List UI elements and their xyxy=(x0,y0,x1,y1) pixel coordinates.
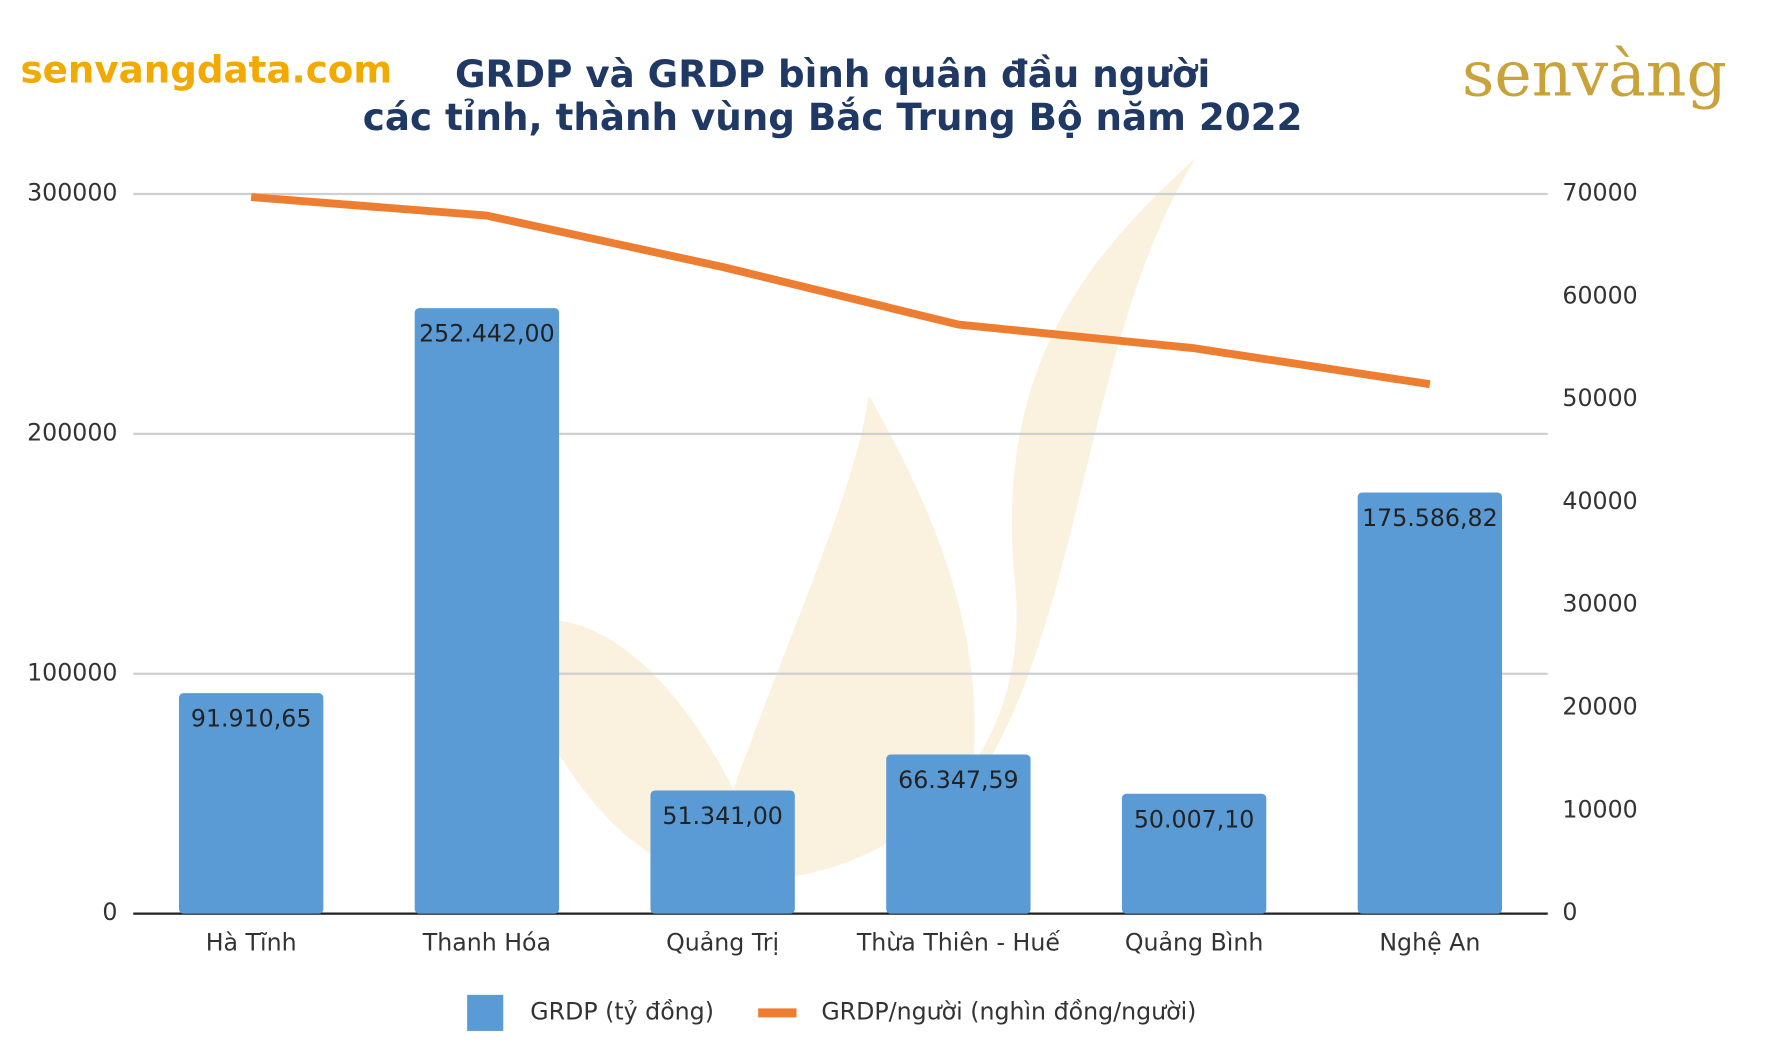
data-label: 252.442,00 xyxy=(419,320,555,348)
y2-tick-label: 30000 xyxy=(1562,590,1637,618)
legend-swatch xyxy=(758,1008,797,1018)
y2-tick-label: 50000 xyxy=(1562,384,1637,412)
x-tick-label: Thanh Hóa xyxy=(422,929,551,957)
x-tick-label: Hà Tĩnh xyxy=(206,929,297,957)
y-tick-label: 100000 xyxy=(27,658,117,686)
y2-tick-label: 60000 xyxy=(1562,281,1637,309)
chart-title: các tỉnh, thành vùng Bắc Trung Bộ năm 20… xyxy=(363,95,1303,139)
legend-label: GRDP (tỷ đồng) xyxy=(530,997,714,1025)
legend-swatch xyxy=(467,994,504,1031)
y-tick-label: 200000 xyxy=(27,418,117,446)
watermark xyxy=(496,157,1196,881)
data-label: 66.347,59 xyxy=(898,766,1018,794)
bar xyxy=(414,308,560,914)
y-tick-label: 300000 xyxy=(27,179,117,207)
x-tick-label: Thừa Thiên - Huế xyxy=(856,929,1060,957)
y2-tick-label: 10000 xyxy=(1562,795,1637,823)
data-label: 175.586,82 xyxy=(1362,504,1498,532)
line xyxy=(250,193,1431,389)
x-tick-label: Nghệ An xyxy=(1379,929,1480,957)
y2-tick-label: 0 xyxy=(1562,898,1577,926)
legend-label: GRDP/người (nghìn đồng/người) xyxy=(821,997,1196,1025)
bar xyxy=(650,790,795,914)
bar xyxy=(1121,793,1267,914)
y2-tick-label: 40000 xyxy=(1562,487,1637,515)
x-tick-label: Quảng Trị xyxy=(666,929,779,957)
data-label: 91.910,65 xyxy=(191,705,311,733)
y2-tick-label: 20000 xyxy=(1562,693,1637,721)
y2-tick-label: 70000 xyxy=(1562,179,1637,207)
source: senvangdata.com xyxy=(20,48,392,92)
logo: senvàng xyxy=(1462,36,1727,110)
data-label: 51.341,00 xyxy=(662,802,782,830)
bar xyxy=(886,754,1031,914)
chart-title: GRDP và GRDP bình quân đầu người xyxy=(455,52,1210,96)
bar xyxy=(178,693,324,914)
y-tick-label: 0 xyxy=(102,898,117,926)
x-tick-label: Quảng Bình xyxy=(1125,929,1264,957)
bar xyxy=(1357,492,1503,914)
data-label: 50.007,10 xyxy=(1134,805,1254,833)
